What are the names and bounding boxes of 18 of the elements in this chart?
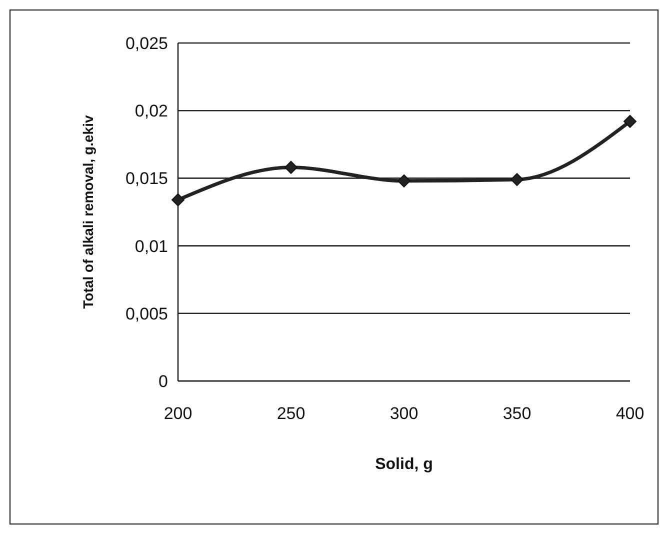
y-tick-label: 0,01: [134, 236, 168, 256]
x-tick-label: 250: [276, 404, 306, 423]
point: [398, 174, 410, 188]
point: [624, 114, 636, 128]
x-tick-label: 350: [502, 404, 532, 423]
point: [510, 173, 524, 186]
x-tick-label: 200: [164, 404, 192, 423]
point: [172, 193, 184, 206]
y-tick-label: 0,025: [125, 34, 168, 53]
point: [284, 160, 298, 174]
x-tick-label: 300: [390, 404, 418, 423]
y-tick-label: 0: [158, 372, 168, 391]
y-tick-label: 0,005: [125, 304, 168, 324]
x-tick-label: 400: [616, 404, 644, 423]
x-axis-title: Solid, g: [375, 456, 433, 473]
y-axis-title: Total of alkali removal, g.ekiv: [80, 115, 96, 309]
y-tick-label: 0,015: [125, 169, 168, 188]
y-tick-label: 0,02: [134, 102, 168, 121]
